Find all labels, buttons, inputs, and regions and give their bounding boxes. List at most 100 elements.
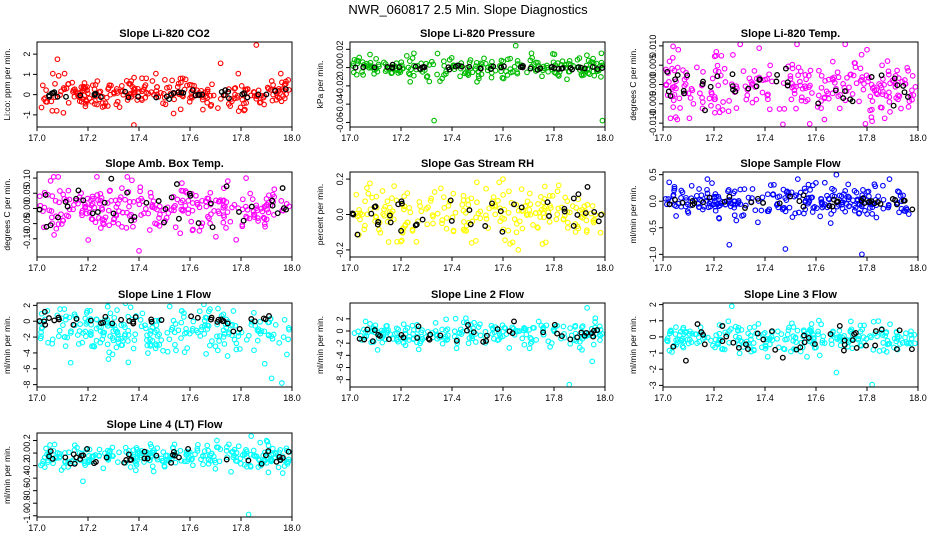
data-point bbox=[207, 200, 214, 207]
data-point bbox=[791, 90, 798, 97]
data-point bbox=[172, 321, 179, 327]
data-point bbox=[150, 449, 156, 456]
y-tick-label: -0.005 bbox=[648, 91, 658, 117]
data-point bbox=[79, 339, 86, 346]
data-point bbox=[272, 450, 278, 456]
data-point bbox=[538, 194, 544, 200]
data-point bbox=[496, 179, 503, 186]
data-point bbox=[101, 329, 108, 336]
data-point bbox=[179, 197, 186, 204]
data-point bbox=[130, 223, 136, 230]
data-point bbox=[506, 328, 513, 335]
data-point bbox=[47, 222, 54, 229]
data-point bbox=[39, 461, 46, 467]
data-point bbox=[794, 327, 801, 334]
data-point bbox=[67, 359, 74, 366]
data-point bbox=[230, 328, 237, 335]
data-point bbox=[797, 68, 804, 75]
data-point bbox=[520, 62, 526, 69]
y-tick-label: 0 bbox=[22, 92, 32, 97]
data-point bbox=[201, 331, 208, 337]
data-point bbox=[726, 98, 732, 104]
data-point bbox=[584, 52, 590, 59]
data-point bbox=[439, 220, 445, 227]
data-point bbox=[175, 215, 182, 222]
data-point bbox=[119, 209, 126, 216]
data-point bbox=[469, 69, 476, 76]
x-tick-label: 17.6 bbox=[494, 393, 512, 403]
data-point bbox=[369, 194, 375, 201]
data-point bbox=[52, 197, 59, 204]
data-point bbox=[548, 205, 554, 211]
data-point bbox=[810, 331, 816, 338]
data-point bbox=[720, 99, 726, 105]
data-point bbox=[125, 359, 132, 366]
data-point bbox=[258, 460, 265, 467]
data-point bbox=[200, 461, 206, 468]
data-point bbox=[162, 452, 169, 459]
data-point bbox=[719, 107, 726, 113]
data-point bbox=[170, 90, 177, 96]
outlier-point bbox=[131, 122, 137, 127]
data-point bbox=[147, 189, 154, 196]
data-point bbox=[209, 81, 215, 88]
data-point bbox=[911, 331, 918, 338]
data-point bbox=[733, 105, 740, 111]
data-point bbox=[174, 196, 181, 203]
data-point bbox=[375, 331, 382, 338]
data-point bbox=[425, 335, 432, 342]
data-point bbox=[555, 205, 562, 212]
panel-title: Slope Li-820 CO2 bbox=[119, 28, 209, 40]
data-point bbox=[364, 326, 371, 333]
data-point bbox=[874, 199, 881, 205]
data-point bbox=[365, 190, 372, 197]
data-point bbox=[106, 222, 113, 229]
data-point bbox=[243, 213, 249, 220]
data-point bbox=[532, 210, 539, 217]
data-point bbox=[549, 51, 556, 57]
data-point bbox=[818, 105, 824, 111]
y-tick-label: -0.02 bbox=[335, 76, 345, 97]
outlier-point bbox=[278, 380, 285, 386]
data-point bbox=[115, 221, 122, 227]
data-point bbox=[148, 454, 154, 461]
data-point bbox=[694, 64, 700, 71]
data-point bbox=[705, 334, 711, 341]
data-point bbox=[821, 94, 828, 101]
data-point bbox=[789, 61, 796, 68]
outlier-point bbox=[245, 511, 252, 517]
data-point bbox=[255, 215, 261, 221]
data-point bbox=[500, 192, 506, 198]
data-point bbox=[783, 189, 790, 196]
data-point bbox=[743, 338, 750, 345]
data-point bbox=[750, 346, 757, 353]
y-axis-label: Li:co: ppm per min. bbox=[2, 48, 12, 120]
data-point bbox=[473, 179, 480, 186]
data-point bbox=[395, 201, 402, 208]
y-tick-label: -4 bbox=[22, 349, 32, 357]
data-point bbox=[437, 332, 444, 339]
data-point bbox=[412, 63, 419, 70]
data-point bbox=[143, 199, 150, 206]
data-point bbox=[379, 339, 386, 346]
data-point bbox=[811, 344, 818, 351]
data-point bbox=[108, 197, 115, 204]
data-point bbox=[862, 120, 869, 127]
data-point bbox=[143, 75, 150, 82]
y-tick-label: -0.05 bbox=[22, 213, 32, 234]
data-point bbox=[558, 333, 565, 340]
data-point bbox=[415, 323, 422, 330]
y-tick-label: 0.000 bbox=[648, 73, 658, 96]
data-point bbox=[101, 217, 108, 223]
data-point bbox=[177, 106, 184, 113]
data-point bbox=[74, 332, 81, 338]
data-point bbox=[254, 337, 261, 344]
data-point bbox=[379, 188, 386, 194]
data-point bbox=[426, 62, 433, 68]
data-point bbox=[265, 448, 272, 455]
data-point bbox=[670, 43, 676, 50]
data-point bbox=[450, 227, 457, 234]
data-point bbox=[759, 194, 766, 201]
data-point bbox=[265, 469, 272, 476]
data-point bbox=[779, 354, 786, 361]
